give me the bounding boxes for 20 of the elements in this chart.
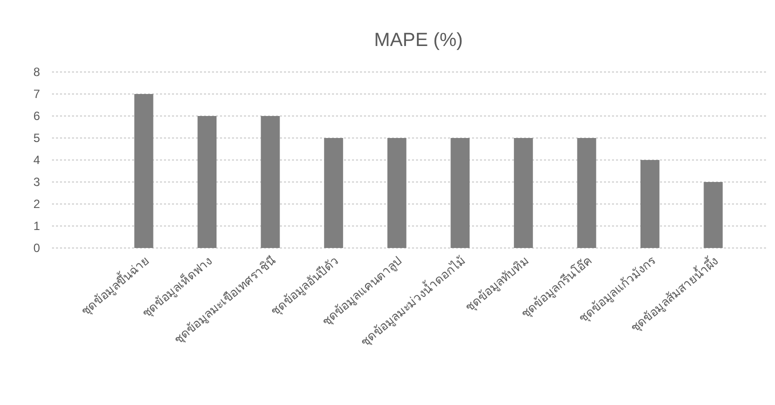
y-tick-label: 4 <box>33 153 40 168</box>
bar <box>450 138 470 248</box>
bar <box>198 116 217 248</box>
bar <box>134 94 154 248</box>
y-tick-label: 1 <box>33 219 40 234</box>
y-tick-label: 3 <box>33 175 40 190</box>
bar <box>704 182 723 248</box>
bar <box>514 138 533 248</box>
chart-title: MAPE (%) <box>374 30 463 51</box>
bar <box>640 160 660 248</box>
bar <box>387 138 406 248</box>
y-tick-label: 8 <box>33 65 40 80</box>
bar <box>260 116 280 248</box>
y-tick-label: 2 <box>33 197 40 212</box>
bar <box>324 138 344 248</box>
bar <box>577 138 596 248</box>
y-tick-label: 5 <box>33 131 40 146</box>
y-tick-label: 7 <box>33 87 40 102</box>
y-tick-label: 0 <box>33 241 40 256</box>
y-tick-label: 6 <box>33 109 40 124</box>
